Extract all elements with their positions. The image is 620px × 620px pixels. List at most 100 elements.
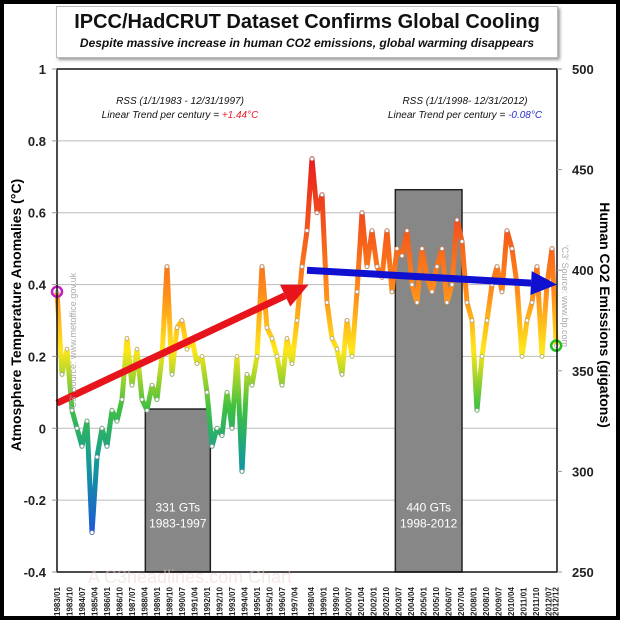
data-point [334, 347, 340, 352]
data-point [179, 318, 185, 323]
co2-bar [144, 408, 212, 573]
x-tick-label: 1989/10 [166, 587, 175, 616]
data-point [99, 426, 105, 431]
y-tick-label: 0.8 [28, 134, 46, 149]
x-tick-label: 2012/12 [552, 587, 561, 616]
right-axis-ticks: 500 450 400 350 300 250 [557, 62, 594, 580]
left-source-note: 'C3' Source: www.metoffice.gov.uk [68, 272, 78, 410]
data-point [224, 390, 230, 395]
data-point [194, 361, 200, 366]
annotation-1-value: +1.44°C [222, 110, 259, 121]
annotation-1998-2012: RSS (1/1/1998- 12/31/2012) Linear Trend … [388, 96, 543, 121]
x-tick-label: 1992/10 [216, 587, 225, 616]
data-point [204, 390, 210, 395]
x-tick-label: 2002/10 [382, 587, 391, 616]
data-point [104, 444, 110, 449]
data-point [364, 264, 370, 269]
data-point [239, 469, 245, 474]
data-point [134, 347, 140, 352]
title-box: IPCC/HadCRUT Dataset Confirms Global Coo… [56, 6, 558, 58]
data-point [199, 354, 205, 359]
data-point [499, 289, 505, 294]
annotation-2-line2: Linear Trend per century = -0.08°C [388, 110, 543, 121]
left-axis-ticks: 1 0.8 0.6 0.4 0.2 0 -0.2 -0.4 [24, 62, 57, 580]
x-tick-label: 1990/07 [178, 587, 187, 616]
x-tick-label: 1992/01 [203, 587, 212, 616]
data-point [289, 361, 295, 366]
data-point [344, 318, 350, 323]
data-point [219, 433, 225, 438]
data-point [184, 347, 190, 352]
data-point [439, 246, 445, 251]
data-point [89, 530, 95, 535]
data-point [234, 354, 240, 359]
trend-1998-2012-shaft [306, 266, 532, 287]
data-point [84, 419, 90, 424]
data-point [264, 325, 270, 330]
end-marker [549, 339, 563, 352]
data-point [349, 354, 355, 359]
y-tick-label: 0.4 [28, 278, 47, 293]
data-point [339, 372, 345, 377]
co2-bars: 331 GTs 1983-1997 440 GTs 1998-2012 [144, 188, 463, 573]
annotation-2-line1: RSS (1/1/1998- 12/31/2012) [402, 96, 527, 107]
y2-tick-label: 250 [572, 565, 594, 580]
co2-bar-period: 1983-1997 [149, 516, 207, 530]
data-point [459, 239, 465, 244]
data-point [79, 444, 85, 449]
data-point [429, 289, 435, 294]
right-axis-title: Human CO2 Emissions (gigatons) [597, 202, 613, 428]
annotation-1-line1: RSS (1/1/1983 - 12/31/1997) [116, 96, 244, 107]
data-point [144, 408, 150, 413]
data-point [94, 454, 100, 460]
x-tick-label: 2003/07 [395, 587, 404, 616]
y-tick-label: 0.6 [28, 206, 46, 221]
data-point [389, 289, 395, 294]
x-tick-label: 2010/04 [507, 587, 516, 616]
annotation-2-value: -0.08°C [508, 110, 543, 121]
y-tick-label: 0 [39, 421, 46, 436]
data-point [244, 372, 250, 377]
x-tick-label: 1993/07 [228, 587, 237, 616]
data-point [414, 300, 420, 305]
data-point [314, 210, 320, 215]
y-tick-label: 0.2 [28, 349, 46, 364]
data-point [369, 228, 375, 233]
data-point [74, 426, 80, 431]
data-point [479, 354, 485, 359]
x-tick-label: 2000/07 [345, 587, 354, 616]
x-tick-label: 2008/10 [482, 587, 491, 616]
data-point [549, 246, 555, 251]
data-point [109, 408, 115, 413]
data-point [229, 426, 235, 431]
data-point [469, 318, 475, 323]
chart-title: IPCC/HadCRUT Dataset Confirms Global Coo… [74, 11, 540, 33]
data-point [539, 354, 545, 359]
co2-bar-label: 331 GTs [155, 500, 200, 514]
x-tick-label: 2011/01 [520, 587, 529, 616]
data-point [464, 300, 470, 305]
watermark: A C3headlines.com Chart [88, 567, 292, 587]
x-tick-label: 1996/07 [278, 587, 287, 616]
y2-tick-label: 350 [572, 364, 594, 379]
x-tick-label: 1998/04 [307, 587, 316, 616]
x-tick-label: 2005/01 [420, 587, 429, 616]
data-point [434, 264, 440, 269]
x-tick-label: 1991/04 [191, 587, 200, 616]
x-tick-label: 2011/10 [532, 587, 541, 616]
x-tick-label: 2008/01 [470, 587, 479, 616]
x-tick-label: 1984/07 [78, 587, 87, 616]
x-tick-label: 1983/01 [53, 587, 62, 616]
data-point [284, 336, 290, 341]
x-tick-label: 1994/04 [241, 587, 250, 616]
data-point [494, 264, 500, 269]
data-point [324, 300, 330, 305]
data-point [444, 300, 450, 305]
data-point [64, 347, 70, 352]
temperature-line [54, 156, 559, 535]
x-tick-label: 2012/07 [545, 587, 554, 616]
x-tick-label: 1986/01 [103, 587, 112, 616]
data-point [269, 336, 275, 341]
right-source-note: 'C3' Source: www.bp.com [560, 245, 570, 347]
x-tick-label: 2005/10 [432, 587, 441, 616]
